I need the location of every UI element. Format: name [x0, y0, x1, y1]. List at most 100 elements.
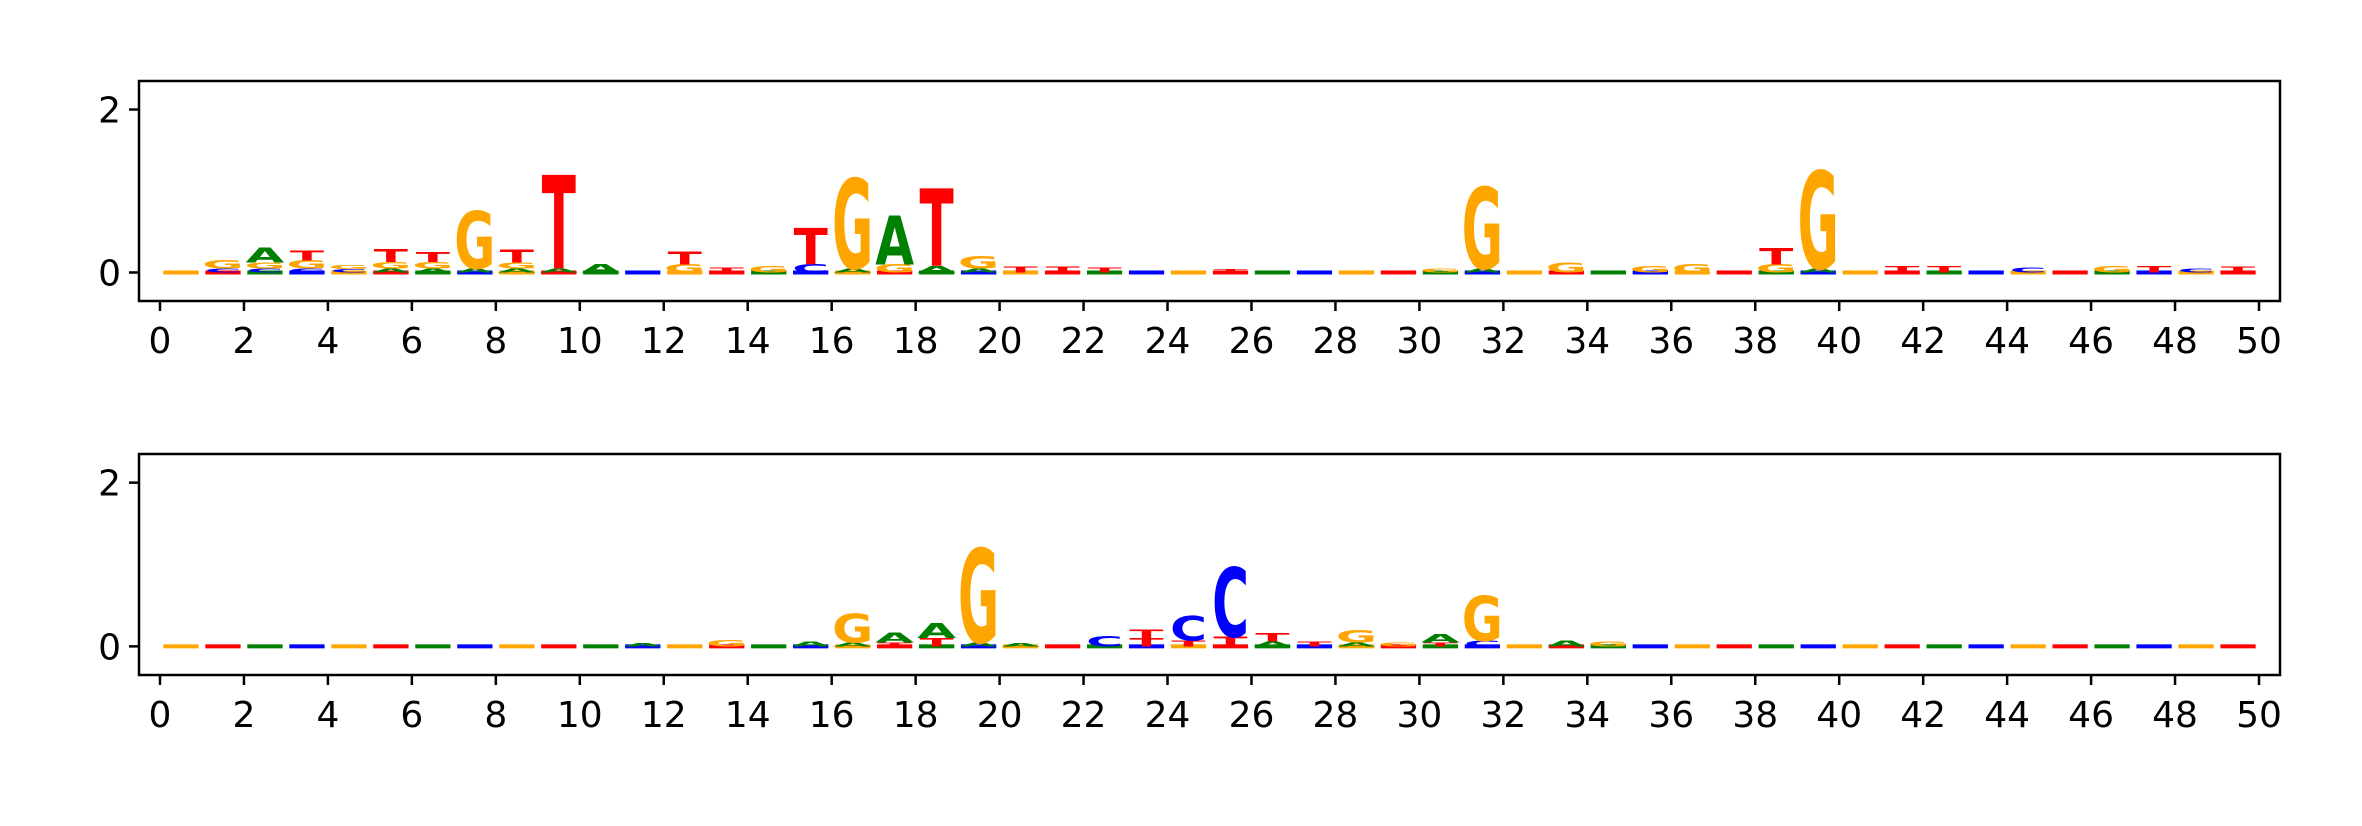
baseline-stub	[1212, 270, 1249, 275]
logo-letter-c: C	[331, 268, 368, 273]
x-tick-label: 20	[977, 695, 1023, 736]
baseline-stub	[2220, 644, 2256, 649]
baseline-stub	[2094, 644, 2130, 649]
baseline-stub	[1758, 644, 1794, 649]
baseline-stub	[499, 270, 535, 275]
baseline-stub	[751, 270, 787, 275]
baseline-stub	[1800, 644, 1836, 649]
baseline-stub	[541, 270, 577, 275]
logo-letter-c: C	[1464, 639, 1501, 648]
logo-letter-t: T	[878, 641, 913, 647]
baseline-stub	[1044, 270, 1081, 275]
logo-letter-g: G	[874, 262, 915, 275]
logo-letter-g: G	[2091, 265, 2132, 275]
logo-letter-g: G	[496, 261, 537, 270]
logo-letter-a: A	[959, 267, 998, 273]
y-tick-label: 0	[98, 627, 121, 668]
x-tick-label: 0	[149, 321, 172, 362]
x-tick-label: 20	[977, 321, 1023, 362]
x-tick-label: 34	[1564, 321, 1610, 362]
baseline-stub	[625, 270, 661, 275]
logo-letter-a: A	[455, 267, 494, 273]
logo-letter-a: A	[539, 267, 578, 273]
logo-letter-t: T	[668, 248, 703, 269]
baseline-stub	[1338, 644, 1375, 649]
logo-letter-g: G	[664, 262, 705, 275]
baseline-stub	[877, 270, 913, 275]
logo-letter-g: G	[748, 265, 789, 275]
logo-letter-c: C	[792, 262, 829, 275]
baseline-stub	[2094, 270, 2130, 275]
logo-letter-g: G	[1420, 267, 1461, 273]
baseline-stub	[583, 644, 619, 649]
x-tick-label: 12	[641, 695, 687, 736]
x-tick-label: 10	[557, 321, 603, 362]
baseline-stub	[1506, 270, 1542, 275]
baseline-stub	[1716, 270, 1752, 275]
logo-letter-a: A	[623, 642, 662, 647]
logo-letter-a: A	[1253, 640, 1292, 648]
logo-letter-a: A	[1547, 639, 1586, 648]
x-tick-label: 30	[1396, 695, 1442, 736]
logo-letter-t: T	[794, 217, 828, 276]
baseline-stub	[709, 270, 745, 275]
baseline-stub	[1842, 270, 1878, 275]
baseline-stub	[625, 644, 661, 649]
baseline-stub	[2178, 644, 2214, 649]
logo-letter-t: T	[710, 266, 745, 274]
x-tick-label: 8	[484, 321, 507, 362]
baseline-stub	[1422, 644, 1459, 649]
logo-letter-t: T	[1927, 265, 1962, 275]
baseline-stub	[1044, 644, 1081, 649]
logo-letter-g: G	[370, 260, 411, 270]
baseline-stub	[415, 270, 451, 275]
logo-letter-a: A	[1001, 642, 1040, 647]
x-tick-label: 4	[316, 321, 339, 362]
x-tick-label: 28	[1313, 321, 1359, 362]
x-tick-label: 0	[149, 695, 172, 736]
baseline-stub	[163, 270, 199, 275]
baseline-stub	[1002, 270, 1039, 275]
baseline-stub	[793, 644, 829, 649]
x-tick-label: 40	[1816, 695, 1862, 736]
baseline-stub	[667, 644, 703, 649]
logo-letter-a: A	[791, 640, 830, 648]
logo-letter-c: C	[1212, 548, 1249, 659]
logo-letter-a: A	[1463, 267, 1502, 273]
logo-letter-g: G	[1336, 627, 1377, 647]
logo-letter-g: G	[706, 638, 747, 648]
baseline-stub	[1968, 270, 2004, 275]
x-tick-label: 14	[725, 321, 771, 362]
x-tick-label: 38	[1732, 695, 1778, 736]
logo-letter-t: T	[2221, 266, 2256, 275]
baseline-stub	[751, 644, 787, 649]
baseline-stub	[247, 270, 283, 275]
logo-letter-t: T	[1213, 268, 1248, 273]
logo-letter-c: C	[289, 267, 326, 273]
logo-letter-t: T	[1297, 640, 1332, 648]
baseline-stub	[960, 270, 997, 275]
baseline-stub	[1128, 270, 1165, 275]
baseline-stub	[1296, 270, 1333, 275]
x-tick-label: 38	[1732, 321, 1778, 362]
baseline-stub	[289, 644, 325, 649]
x-tick-label: 44	[1984, 321, 2030, 362]
x-tick-label: 16	[809, 695, 855, 736]
logo-letter-g: G	[1546, 260, 1587, 276]
logo-letter-t: T	[920, 636, 955, 649]
baseline-stub	[918, 644, 955, 649]
logo-letter-a: A	[1337, 641, 1376, 647]
x-tick-label: 10	[557, 695, 603, 736]
logo-letter-g: G	[328, 264, 369, 270]
logo-letter-t: T	[1087, 266, 1122, 274]
logo-letter-t: T	[1423, 641, 1458, 647]
baseline-stub	[1548, 644, 1584, 649]
baseline-stub	[1716, 644, 1752, 649]
baseline-stub	[331, 270, 367, 275]
logo-letter-g: G	[1378, 641, 1419, 647]
logo-letter-t: T	[1171, 639, 1206, 648]
baseline-stub	[1464, 270, 1501, 275]
baseline-stub	[1926, 270, 1962, 275]
axes-frame	[137, 452, 2282, 677]
baseline-stub	[1590, 270, 1626, 275]
